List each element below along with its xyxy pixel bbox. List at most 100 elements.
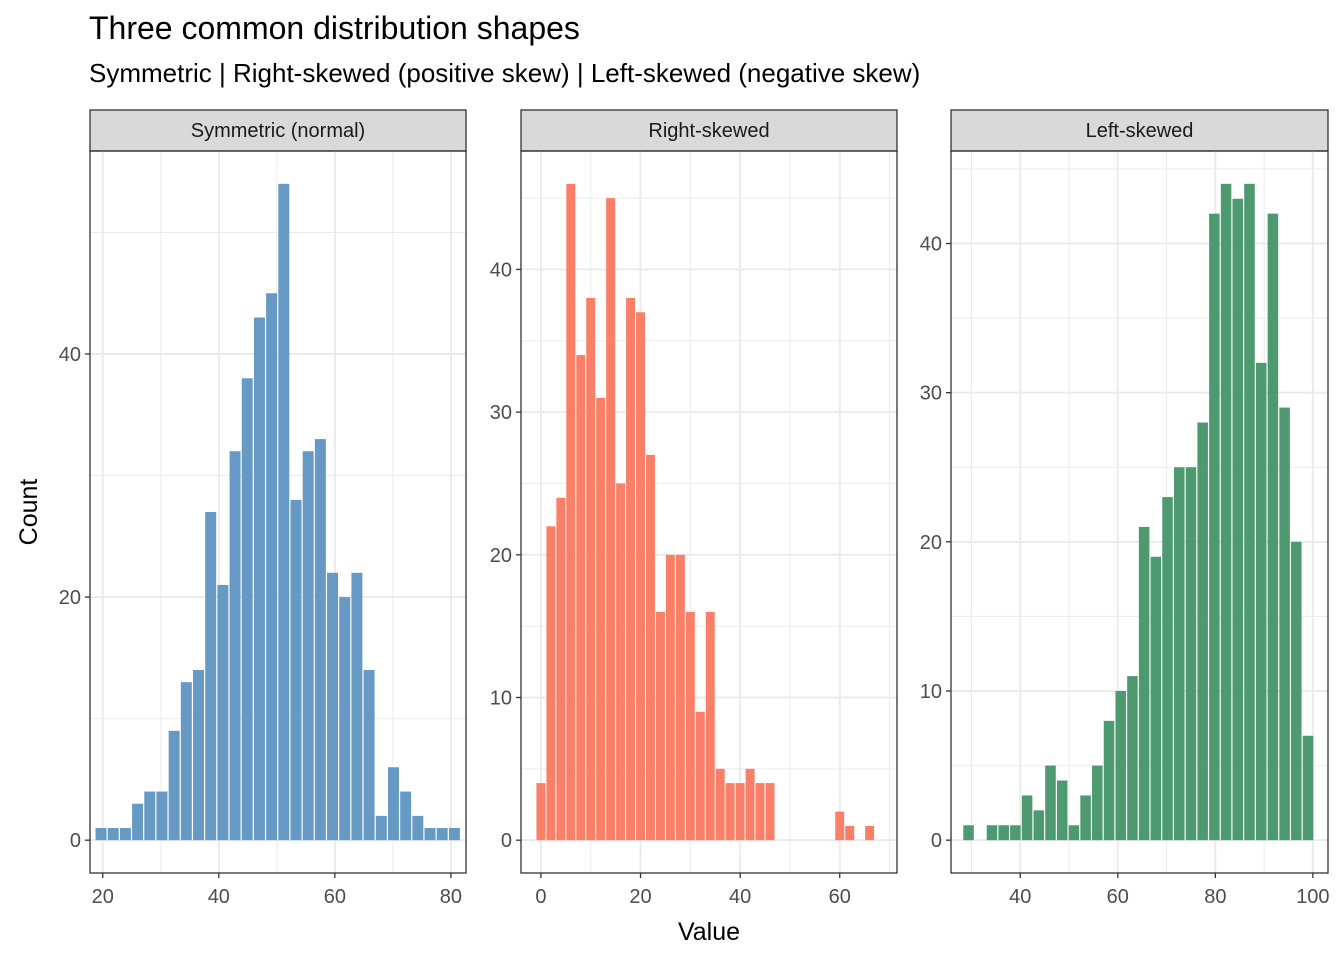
- bar-right-skewed-4: [576, 355, 586, 841]
- bar-left-skewed-17: [1162, 497, 1173, 841]
- bar-symmetric-27: [424, 828, 436, 841]
- bar-symmetric-23: [375, 815, 387, 841]
- x-tick-label: 20: [92, 886, 114, 908]
- bar-left-skewed-15: [1138, 526, 1150, 841]
- y-tick-label: 20: [920, 532, 942, 554]
- bar-left-skewed-25: [1255, 362, 1267, 841]
- bar-left-skewed-22: [1220, 183, 1232, 841]
- bar-symmetric-6: [168, 730, 180, 841]
- y-tick-label: 40: [490, 259, 512, 281]
- bar-right-skewed-16: [695, 711, 705, 841]
- bar-right-skewed-9: [626, 297, 636, 841]
- y-tick-label: 20: [490, 545, 512, 567]
- bar-right-skewed-30: [835, 811, 845, 841]
- bar-symmetric-10: [217, 584, 229, 841]
- bar-left-skewed-2: [986, 825, 998, 841]
- panel-right-skewed-border: [520, 150, 898, 874]
- bar-right-skewed-7: [606, 198, 616, 841]
- bar-right-skewed-33: [865, 825, 875, 841]
- bar-right-skewed-3: [566, 183, 576, 841]
- bar-right-skewed-13: [665, 554, 675, 841]
- bar-left-skewed-29: [1302, 735, 1314, 841]
- bar-symmetric-12: [241, 378, 253, 841]
- y-tick-label: 0: [931, 830, 942, 852]
- bar-left-skewed-7: [1045, 765, 1056, 841]
- y-tick-label: 30: [490, 402, 512, 424]
- y-tick-label: 0: [501, 830, 512, 852]
- bar-left-skewed-19: [1185, 467, 1197, 841]
- bar-symmetric-13: [253, 317, 265, 841]
- bar-right-skewed-20: [735, 783, 745, 841]
- x-tick-label: 40: [729, 886, 751, 908]
- bar-right-skewed-23: [765, 783, 775, 841]
- bar-right-skewed-14: [675, 554, 685, 841]
- bar-symmetric-7: [180, 682, 192, 841]
- bar-right-skewed-12: [655, 611, 665, 841]
- bar-left-skewed-16: [1150, 556, 1162, 841]
- bar-symmetric-14: [266, 293, 278, 841]
- x-tick-label: 80: [440, 886, 462, 908]
- bar-left-skewed-11: [1092, 765, 1103, 841]
- panel-right-skewed-strip-label: Right-skewed: [648, 120, 769, 142]
- y-tick-label: 0: [70, 830, 81, 852]
- x-tick-label: 60: [1107, 886, 1129, 908]
- panel-left-skewed-border: [950, 150, 1329, 874]
- bar-left-skewed-27: [1279, 407, 1290, 841]
- y-tick-label: 40: [59, 344, 81, 366]
- bar-symmetric-18: [314, 439, 326, 841]
- bar-right-skewed-6: [596, 397, 606, 841]
- x-tick-label: 40: [208, 886, 230, 908]
- x-tick-label: 0: [535, 886, 546, 908]
- bar-right-skewed-0: [536, 783, 546, 841]
- x-tick-label: 100: [1296, 886, 1329, 908]
- x-tick-label: 60: [829, 886, 851, 908]
- bar-symmetric-4: [144, 791, 156, 841]
- bar-left-skewed-20: [1197, 422, 1208, 841]
- bar-left-skewed-8: [1056, 780, 1068, 841]
- x-tick-label: 60: [324, 886, 346, 908]
- bar-symmetric-22: [363, 670, 375, 841]
- bar-right-skewed-17: [705, 611, 715, 841]
- bar-symmetric-8: [193, 670, 204, 841]
- x-axis-label: Value: [678, 918, 740, 946]
- bar-symmetric-9: [205, 512, 217, 841]
- bar-right-skewed-10: [636, 312, 646, 841]
- bar-left-skewed-24: [1244, 183, 1255, 841]
- bar-symmetric-25: [400, 791, 412, 841]
- bar-symmetric-21: [351, 572, 363, 841]
- bar-right-skewed-8: [616, 483, 626, 841]
- bar-left-skewed-13: [1115, 691, 1126, 841]
- bar-left-skewed-5: [1021, 795, 1033, 841]
- y-tick-label: 20: [59, 587, 81, 609]
- bar-symmetric-2: [119, 828, 131, 841]
- bar-left-skewed-28: [1291, 541, 1302, 841]
- bar-symmetric-16: [290, 499, 302, 841]
- x-tick-label: 20: [629, 886, 651, 908]
- bar-symmetric-1: [107, 828, 119, 841]
- bar-right-skewed-22: [755, 783, 765, 841]
- bar-right-skewed-19: [725, 783, 735, 841]
- bar-symmetric-29: [448, 828, 460, 841]
- y-tick-label: 10: [920, 681, 942, 703]
- x-tick-label: 80: [1204, 886, 1226, 908]
- bar-symmetric-3: [132, 803, 144, 841]
- bar-left-skewed-10: [1080, 795, 1091, 841]
- bar-symmetric-17: [302, 451, 314, 841]
- panel-right-skewed-strip: [520, 109, 898, 152]
- bar-right-skewed-5: [586, 297, 596, 841]
- bar-symmetric-28: [436, 828, 448, 841]
- bar-right-skewed-18: [715, 768, 725, 841]
- panel-left-skewed-strip: [950, 109, 1329, 152]
- bar-left-skewed-14: [1127, 676, 1138, 841]
- bar-symmetric-11: [229, 451, 241, 841]
- bar-left-skewed-4: [1010, 825, 1021, 841]
- bar-right-skewed-21: [745, 768, 755, 841]
- bar-right-skewed-15: [685, 611, 695, 841]
- bar-symmetric-20: [339, 597, 351, 841]
- bar-right-skewed-2: [556, 497, 566, 841]
- bar-symmetric-26: [412, 815, 424, 841]
- bar-left-skewed-21: [1209, 213, 1220, 841]
- y-axis-label: Count: [15, 479, 43, 546]
- bar-symmetric-15: [278, 183, 290, 841]
- bar-left-skewed-6: [1033, 810, 1045, 841]
